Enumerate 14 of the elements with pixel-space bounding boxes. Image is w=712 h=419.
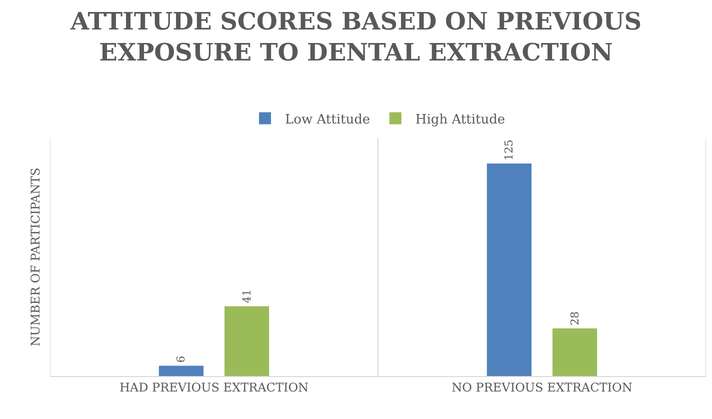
- data-label: 41: [240, 289, 254, 304]
- legend-label: Low Attitude: [285, 112, 370, 128]
- y-axis-title: NUMBER OF PARTICIPANTS: [28, 168, 42, 346]
- bar: [486, 164, 532, 376]
- data-label: 125: [502, 140, 516, 160]
- legend-label: High Attitude: [415, 112, 506, 128]
- bar: [158, 366, 204, 376]
- bar: [552, 328, 598, 376]
- data-label: 6: [174, 356, 188, 363]
- x-tick-label: HAD PREVIOUS EXTRACTION: [119, 380, 309, 394]
- data-label: 28: [568, 311, 582, 326]
- bar: [224, 306, 270, 376]
- x-tick-label: NO PREVIOUS EXTRACTION: [452, 380, 632, 394]
- chart-title: ATTITUDE SCORES BASED ON PREVIOUS EXPOSURE TO DENTAL EXTRACTION: [69, 6, 642, 67]
